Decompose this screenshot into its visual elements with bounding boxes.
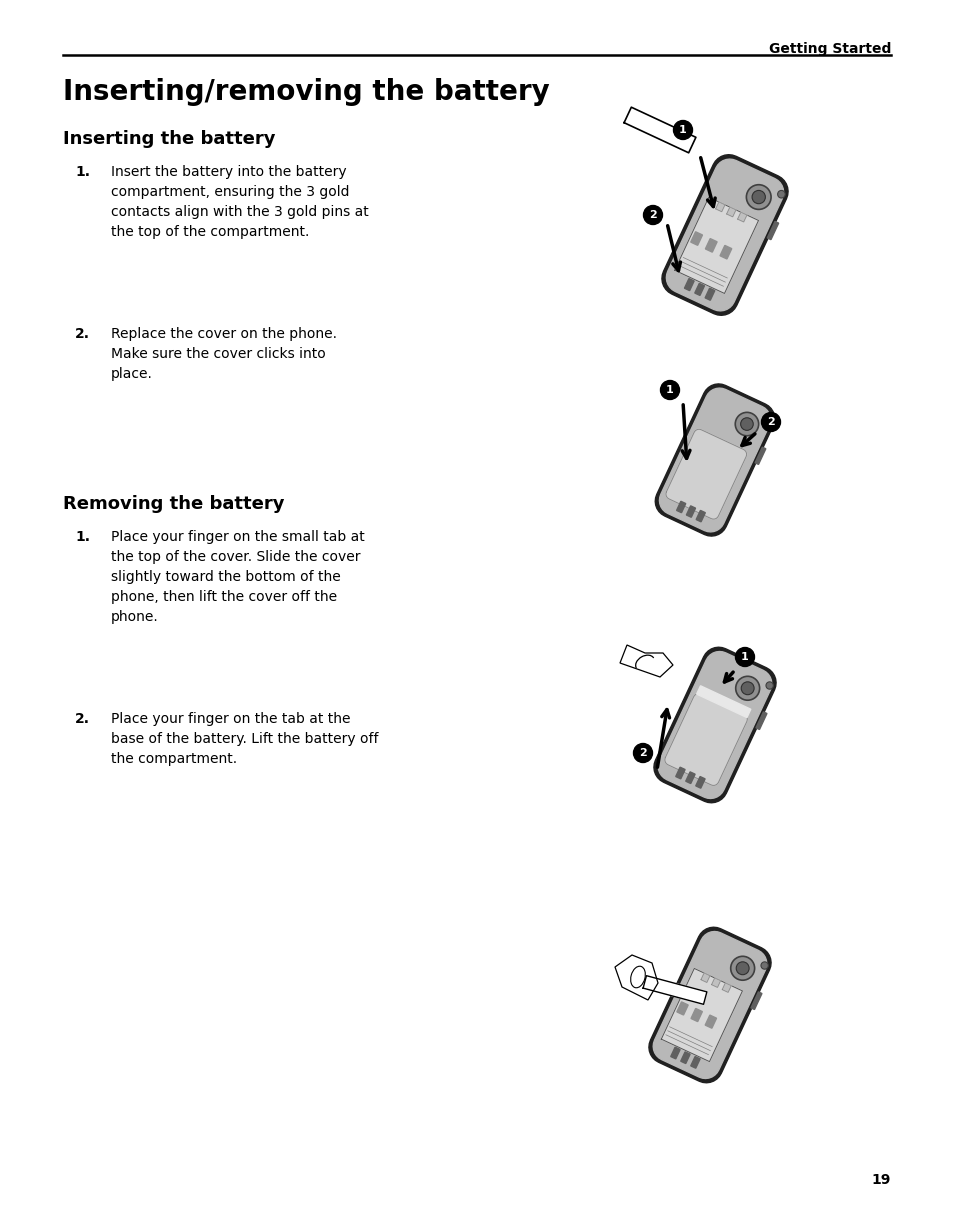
Polygon shape	[694, 283, 703, 295]
Text: Place your finger on the small tab at
the top of the cover. Slide the cover
slig: Place your finger on the small tab at th…	[111, 530, 364, 624]
Polygon shape	[674, 197, 758, 294]
Polygon shape	[680, 1052, 689, 1063]
Circle shape	[765, 681, 773, 689]
Polygon shape	[704, 1015, 716, 1028]
Polygon shape	[683, 279, 694, 290]
Text: 19: 19	[871, 1173, 890, 1187]
Circle shape	[659, 380, 679, 400]
Text: Insert the battery into the battery
compartment, ensuring the 3 gold
contacts al: Insert the battery into the battery comp…	[111, 165, 369, 239]
Text: Removing the battery: Removing the battery	[63, 495, 284, 513]
Polygon shape	[720, 245, 731, 258]
Polygon shape	[665, 429, 746, 519]
Polygon shape	[648, 928, 770, 1082]
Polygon shape	[655, 384, 774, 536]
Polygon shape	[690, 1008, 701, 1022]
Text: 1.: 1.	[75, 530, 90, 544]
Text: Place your finger on the tab at the
base of the battery. Lift the battery off
th: Place your finger on the tab at the base…	[111, 712, 378, 766]
Polygon shape	[676, 501, 685, 513]
Polygon shape	[653, 647, 776, 803]
Polygon shape	[642, 975, 706, 1004]
Polygon shape	[755, 712, 766, 729]
Polygon shape	[665, 160, 782, 311]
Circle shape	[730, 956, 754, 980]
Circle shape	[643, 206, 661, 224]
Circle shape	[735, 647, 754, 667]
Circle shape	[673, 121, 692, 139]
Polygon shape	[721, 983, 730, 992]
Polygon shape	[653, 931, 766, 1079]
Polygon shape	[658, 651, 771, 798]
Circle shape	[633, 744, 652, 763]
Polygon shape	[695, 777, 704, 789]
Polygon shape	[726, 207, 735, 217]
Text: 2: 2	[648, 210, 657, 219]
Polygon shape	[754, 447, 765, 464]
Polygon shape	[623, 107, 695, 152]
Polygon shape	[619, 645, 672, 677]
Circle shape	[751, 190, 764, 204]
Polygon shape	[704, 239, 717, 252]
Circle shape	[735, 677, 759, 700]
Polygon shape	[696, 511, 704, 522]
Polygon shape	[615, 954, 658, 1000]
Polygon shape	[676, 1002, 687, 1015]
Polygon shape	[750, 992, 761, 1009]
Polygon shape	[711, 978, 720, 987]
Text: 1: 1	[679, 126, 686, 135]
Circle shape	[740, 418, 753, 430]
Text: Inserting/removing the battery: Inserting/removing the battery	[63, 78, 549, 106]
Polygon shape	[700, 973, 709, 983]
Polygon shape	[690, 232, 701, 245]
Text: 2: 2	[766, 417, 774, 427]
Text: 1: 1	[740, 652, 748, 662]
Polygon shape	[664, 694, 746, 785]
Circle shape	[760, 962, 767, 969]
Polygon shape	[675, 767, 684, 779]
Polygon shape	[661, 155, 787, 316]
Text: 1.: 1.	[75, 165, 90, 179]
Polygon shape	[685, 506, 695, 517]
Circle shape	[736, 962, 748, 975]
Text: 1: 1	[665, 385, 673, 395]
Polygon shape	[704, 288, 714, 300]
Polygon shape	[685, 772, 695, 784]
Circle shape	[745, 185, 770, 210]
Polygon shape	[696, 686, 750, 718]
Polygon shape	[659, 388, 770, 531]
Circle shape	[760, 412, 780, 432]
Text: 2.: 2.	[75, 327, 90, 341]
Ellipse shape	[630, 967, 644, 987]
Circle shape	[777, 190, 784, 197]
Polygon shape	[670, 1047, 679, 1059]
Circle shape	[764, 418, 771, 425]
Polygon shape	[660, 968, 741, 1062]
Polygon shape	[737, 212, 746, 222]
Polygon shape	[766, 222, 778, 240]
Circle shape	[735, 412, 758, 435]
Text: Inserting the battery: Inserting the battery	[63, 130, 275, 147]
Text: 2.: 2.	[75, 712, 90, 727]
Polygon shape	[715, 202, 724, 212]
Polygon shape	[690, 1057, 700, 1068]
Text: 2: 2	[639, 748, 646, 758]
Circle shape	[740, 681, 753, 695]
Text: Replace the cover on the phone.
Make sure the cover clicks into
place.: Replace the cover on the phone. Make sur…	[111, 327, 336, 382]
Text: Getting Started: Getting Started	[768, 41, 890, 56]
